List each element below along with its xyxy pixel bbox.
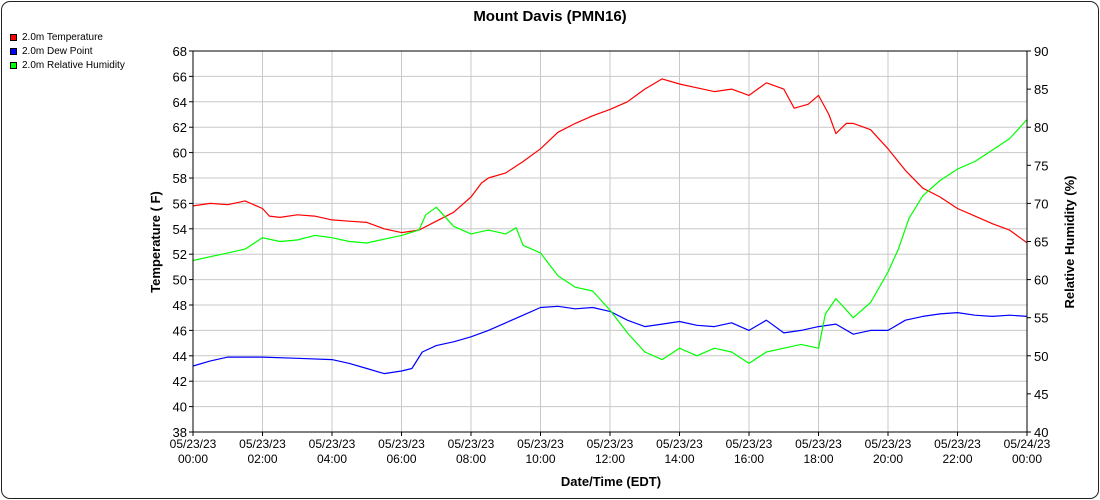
x-tick-time-label: 14:00	[664, 452, 694, 466]
y-left-tick-label: 50	[173, 273, 187, 288]
x-tick-date-label: 05/23/23	[170, 437, 217, 451]
y-right-tick-label: 45	[1034, 387, 1048, 402]
x-tick-date-label: 05/23/23	[795, 437, 842, 451]
legend-label: 2.0m Dew Point	[22, 45, 93, 57]
y-left-tick-label: 58	[173, 171, 187, 186]
legend-label: 2.0m Relative Humidity	[22, 59, 125, 71]
y-left-tick-label: 42	[173, 374, 187, 389]
y-right-tick-label: 85	[1034, 82, 1048, 97]
legend: 2.0m Temperature 2.0m Dew Point 2.0m Relat…	[10, 30, 125, 72]
y-left-tick-label: 48	[173, 298, 187, 313]
y-left-tick-label: 64	[173, 95, 187, 110]
x-tick-date-label: 05/23/23	[865, 437, 912, 451]
series-line-dew-point	[192, 305, 1028, 375]
legend-swatch	[10, 61, 17, 69]
y-left-tick-label: 44	[173, 349, 187, 364]
y-left-tick-label: 54	[173, 222, 187, 237]
y-right-tick-label: 75	[1034, 158, 1048, 173]
y-right-tick-label: 90	[1034, 44, 1048, 59]
y-left-axis-title: Temperature ( F)	[148, 191, 163, 293]
x-tick-date-label: 05/23/23	[726, 437, 773, 451]
x-tick-time-label: 00:00	[178, 452, 208, 466]
y-left-tick-label: 56	[173, 196, 187, 211]
x-tick-time-label: 00:00	[1012, 452, 1042, 466]
x-tick-time-label: 22:00	[942, 452, 972, 466]
x-tick-time-label: 20:00	[873, 452, 903, 466]
y-right-tick-label: 40	[1034, 425, 1048, 440]
series-line-temperature	[192, 78, 1028, 244]
y-right-tick-label: 50	[1034, 349, 1048, 364]
x-tick-date-label: 05/23/23	[309, 437, 356, 451]
series-line-relative-humidity	[192, 119, 1028, 364]
x-tick-date-label: 05/23/23	[239, 437, 286, 451]
y-left-tick-label: 46	[173, 323, 187, 338]
x-tick-date-label: 05/24/23	[1004, 437, 1051, 451]
y-left-tick-label: 62	[173, 120, 187, 135]
x-tick-time-label: 12:00	[595, 452, 625, 466]
x-tick-date-label: 05/23/23	[378, 437, 425, 451]
legend-swatch	[10, 33, 17, 41]
y-right-axis-title: Relative Humidity (%)	[1062, 176, 1077, 309]
y-left-tick-label: 68	[173, 44, 187, 59]
x-tick-date-label: 05/23/23	[934, 437, 981, 451]
y-left-tick-label: 38	[173, 425, 187, 440]
y-right-tick-label: 60	[1034, 273, 1048, 288]
y-left-tick-label: 52	[173, 247, 187, 262]
x-tick-date-label: 05/23/23	[656, 437, 703, 451]
y-left-tick-label: 66	[173, 69, 187, 84]
x-tick-time-label: 08:00	[456, 452, 486, 466]
legend-label: 2.0m Temperature	[22, 31, 103, 43]
y-right-tick-label: 55	[1034, 311, 1048, 326]
x-tick-time-label: 18:00	[803, 452, 833, 466]
x-tick-time-label: 16:00	[734, 452, 764, 466]
legend-item: 2.0m Dew Point	[10, 44, 125, 58]
x-tick-time-label: 10:00	[525, 452, 555, 466]
x-tick-time-label: 06:00	[386, 452, 416, 466]
x-tick-date-label: 05/23/23	[587, 437, 634, 451]
x-tick-time-label: 02:00	[247, 452, 277, 466]
x-tick-date-label: 05/23/23	[448, 437, 495, 451]
legend-item: 2.0m Temperature	[10, 30, 125, 44]
y-right-tick-label: 65	[1034, 235, 1048, 250]
y-right-tick-label: 70	[1034, 196, 1048, 211]
y-right-tick-label: 80	[1034, 120, 1048, 135]
x-tick-date-label: 05/23/23	[517, 437, 564, 451]
x-axis-title: Date/Time (EDT)	[561, 474, 661, 489]
chart-title: Mount Davis (PMN16)	[473, 8, 626, 25]
y-left-tick-label: 60	[173, 146, 187, 161]
x-tick-time-label: 04:00	[317, 452, 347, 466]
legend-item: 2.0m Relative Humidity	[10, 58, 125, 72]
legend-swatch	[10, 47, 17, 55]
y-left-tick-label: 40	[173, 400, 187, 415]
